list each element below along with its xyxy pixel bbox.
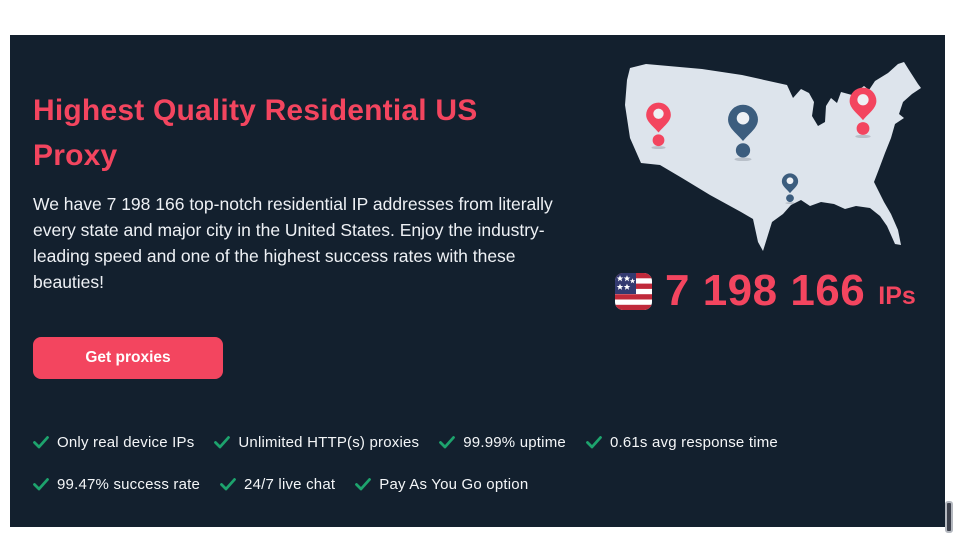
feature-item: Only real device IPs <box>33 434 194 451</box>
feature-item: 99.99% uptime <box>439 434 566 451</box>
feature-label: 99.47% success rate <box>57 476 201 493</box>
check-icon <box>220 478 236 491</box>
usa-map <box>625 62 921 251</box>
check-icon <box>586 436 602 449</box>
map-pin-icon <box>849 87 877 138</box>
usa-map-illustration <box>612 56 942 256</box>
check-icon <box>439 436 456 449</box>
feature-label: Unlimited HTTP(s) proxies <box>238 434 420 451</box>
feature-item: 99.47% success rate <box>33 476 200 493</box>
scrollbar-thumb[interactable] <box>945 501 953 533</box>
check-icon <box>33 436 49 449</box>
feature-label: 24/7 live chat <box>244 476 336 493</box>
feature-item: Unlimited HTTP(s) proxies <box>214 434 419 451</box>
features-row-1: Only real device IPs Unlimited HTTP(s) p… <box>33 434 778 451</box>
check-icon <box>214 436 231 449</box>
get-proxies-button[interactable]: Get proxies <box>33 337 223 379</box>
feature-label: 99.99% uptime <box>463 434 566 451</box>
feature-item: 0.61s avg response time <box>586 434 778 451</box>
hero-section: Highest Quality Residential US Proxy We … <box>10 35 945 527</box>
feature-label: 0.61s avg response time <box>609 434 778 451</box>
feature-item: Pay As You Go option <box>355 476 528 493</box>
map-pin-icon <box>646 102 671 149</box>
us-flag-icon <box>615 273 652 310</box>
page-title: Highest Quality Residential US Proxy <box>33 94 478 172</box>
check-icon <box>355 478 372 491</box>
features-row-2: 99.47% success rate 24/7 live chat Pay A… <box>33 476 528 493</box>
map-pin-icon <box>781 173 799 204</box>
feature-item: 24/7 live chat <box>220 476 335 493</box>
feature-label: Pay As You Go option <box>379 476 529 493</box>
ip-count-value: 7 198 166 <box>665 266 866 315</box>
ip-count-stat: 7 198 166 IPs <box>615 266 916 315</box>
feature-label: Only real device IPs <box>57 434 195 451</box>
map-pin-icon <box>728 104 758 161</box>
check-icon <box>33 478 49 491</box>
hero-description: We have 7 198 166 top-notch residential … <box>33 194 553 292</box>
ip-count-unit: IPs <box>878 282 916 310</box>
